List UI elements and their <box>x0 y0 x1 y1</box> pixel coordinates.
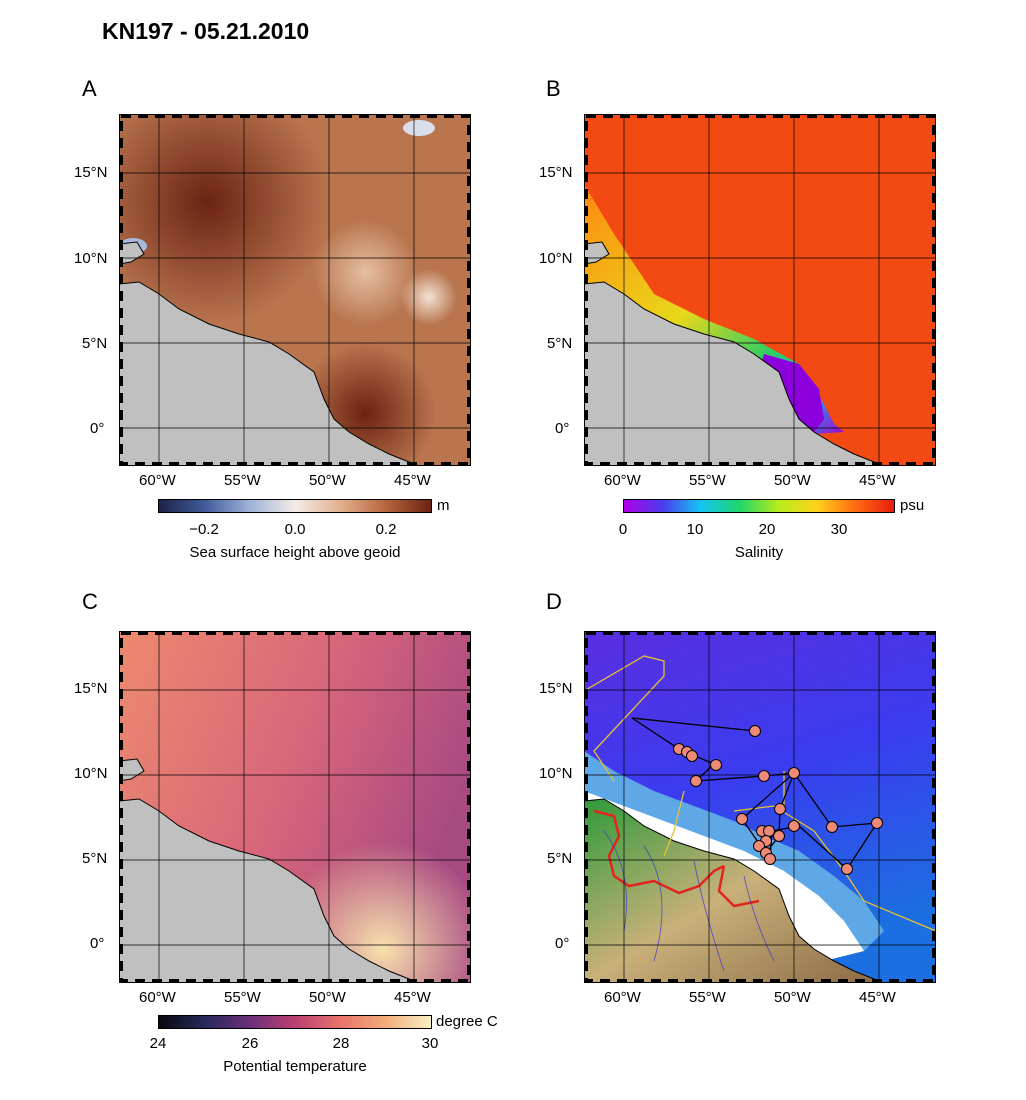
colorbar-unit: degree C <box>436 1013 498 1030</box>
lon-label: 45°W <box>859 472 896 489</box>
lon-label: 50°W <box>774 472 811 489</box>
lat-label: 5°N <box>82 335 108 352</box>
lat-label: 15°N <box>539 680 573 697</box>
map-salinity <box>584 114 936 466</box>
colorbar-ssh <box>158 499 432 513</box>
lon-label: 50°W <box>774 989 811 1006</box>
lon-label: 50°W <box>309 989 346 1006</box>
panel-letter-a: A <box>82 76 97 101</box>
colorbar-tick: 20 <box>758 521 776 538</box>
colorbar-tick: 24 <box>149 1035 167 1052</box>
map-bathymetry-cruise-track <box>584 631 936 983</box>
lat-label: 15°N <box>74 164 108 181</box>
lat-label: 10°N <box>539 250 573 267</box>
colorbar-tick: −0.2 <box>189 521 219 538</box>
lon-label: 60°W <box>139 989 176 1006</box>
colorbar-unit: psu <box>900 497 925 514</box>
colorbar-tick: 0 <box>618 521 628 538</box>
map-potential-temperature <box>119 631 471 983</box>
lat-label: 0° <box>555 935 570 952</box>
colorbar-title: Potential temperature <box>223 1058 367 1075</box>
lat-label: 15°N <box>74 680 108 697</box>
panel-letter-c: C <box>82 589 98 614</box>
colorbar-temperature <box>158 1015 432 1029</box>
lat-label: 0° <box>555 420 570 437</box>
lat-label: 5°N <box>547 335 573 352</box>
lon-label: 45°W <box>394 472 431 489</box>
colorbar-title: Sea surface height above geoid <box>189 544 401 561</box>
lon-label: 60°W <box>139 472 176 489</box>
colorbar-title: Salinity <box>734 544 784 561</box>
colorbar-tick: 10 <box>686 521 704 538</box>
lat-label: 0° <box>90 935 105 952</box>
lon-label: 60°W <box>604 472 641 489</box>
figure-title: KN197 - 05.21.2010 <box>102 18 310 44</box>
colorbar-tick: 0.0 <box>284 521 306 538</box>
lat-label: 10°N <box>74 250 108 267</box>
lon-label: 50°W <box>309 472 346 489</box>
colorbar-salinity <box>623 499 895 513</box>
lat-label: 10°N <box>74 765 108 782</box>
lon-label: 45°W <box>394 989 431 1006</box>
panel-letter-b: B <box>546 76 561 101</box>
lon-label: 45°W <box>859 989 896 1006</box>
colorbar-tick: 28 <box>332 1035 350 1052</box>
map-sea-surface-height <box>119 114 471 466</box>
station-markers <box>673 725 883 875</box>
colorbar-unit: m <box>437 497 450 514</box>
lon-label: 60°W <box>604 989 641 1006</box>
colorbar-tick: 26 <box>241 1035 259 1052</box>
lon-label: 55°W <box>689 472 726 489</box>
colorbar-tick: 0.2 <box>375 521 397 538</box>
lon-label: 55°W <box>224 472 261 489</box>
colorbar-tick: 30 <box>830 521 848 538</box>
lon-label: 55°W <box>689 989 726 1006</box>
lat-label: 0° <box>90 420 105 437</box>
lat-label: 15°N <box>539 164 573 181</box>
lat-label: 5°N <box>82 850 108 867</box>
lat-label: 10°N <box>539 765 573 782</box>
panel-letter-d: D <box>546 589 562 614</box>
lat-label: 5°N <box>547 850 573 867</box>
lon-label: 55°W <box>224 989 261 1006</box>
colorbar-tick: 30 <box>421 1035 439 1052</box>
